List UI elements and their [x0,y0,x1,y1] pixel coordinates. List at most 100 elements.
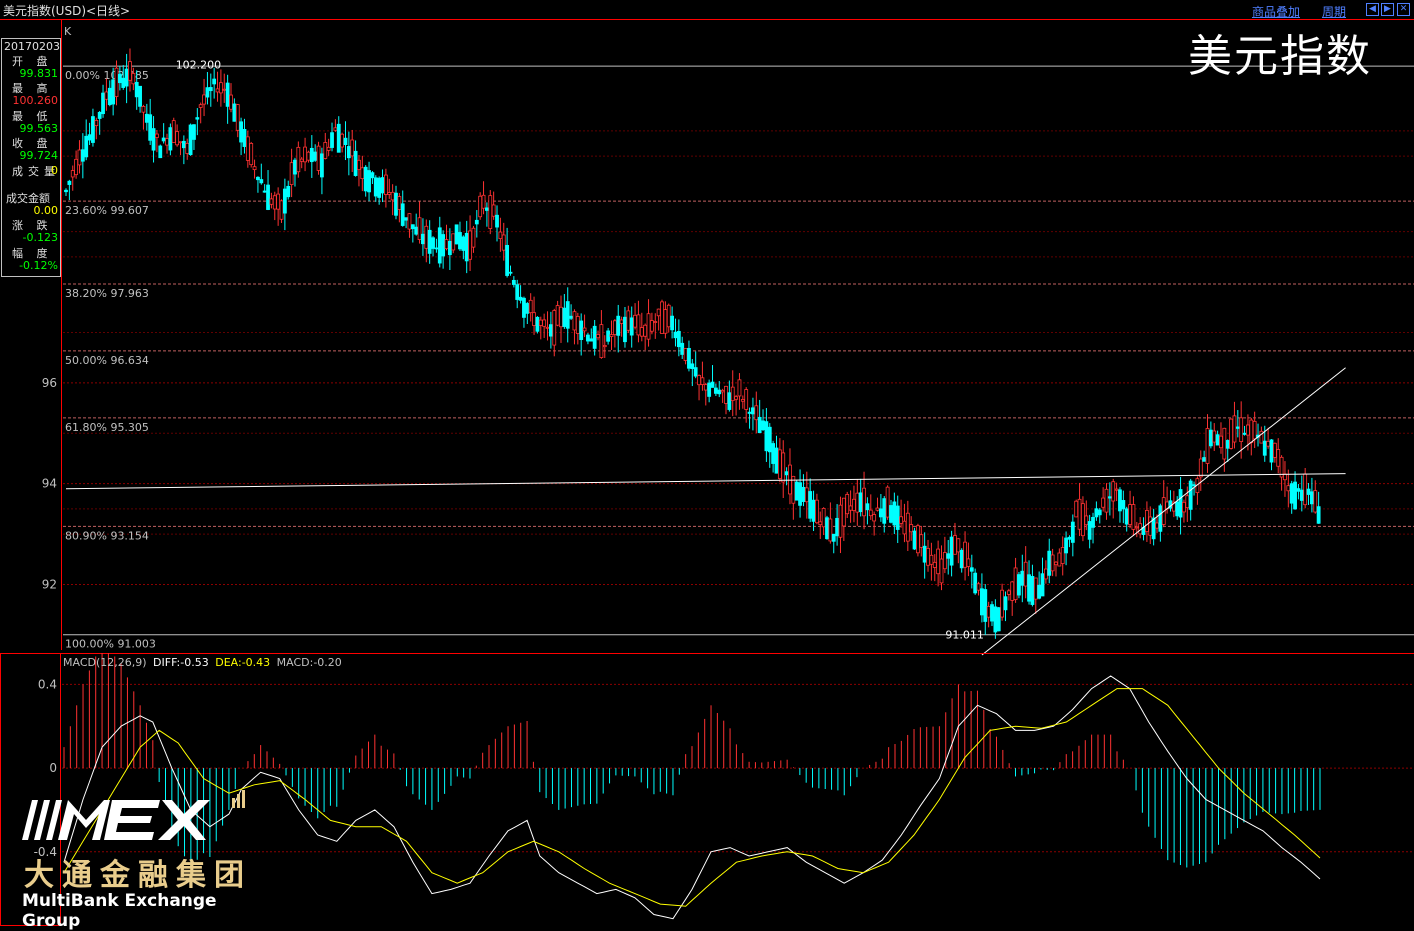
candle-body [555,305,560,326]
candle-body [1219,435,1223,449]
candle-body [1017,574,1021,596]
candle-body [1087,521,1092,540]
candle-body [639,327,644,337]
candle [636,300,641,343]
candle-body [825,517,829,540]
candle-body [670,315,675,331]
candle-body [872,514,877,522]
candle-body [478,195,483,218]
candle-body [471,227,476,248]
candle-body [626,310,631,331]
candle-body [643,324,648,337]
candle-body [1114,488,1119,491]
candle-body [320,153,324,178]
candle [508,265,513,276]
candle-body [852,498,856,511]
candle-body [397,196,402,210]
candle [515,279,520,309]
candle [212,67,217,99]
overlay-link[interactable]: 商品叠加 [1252,5,1301,19]
period-link[interactable]: 周期 [1322,5,1347,19]
candle-body [158,145,163,159]
candle-body [727,392,732,410]
candle-body [703,384,708,391]
candle [767,423,772,468]
candle-body [771,443,776,464]
candle-body [171,120,176,143]
candle-body [926,548,930,566]
candle-body [387,192,392,195]
candle [282,178,287,231]
candle-body [340,133,345,148]
candle-body [946,553,951,559]
candle-body [1091,516,1095,528]
candle [1198,450,1203,491]
candle [845,491,850,518]
chart-watermark: 美元指数 [1188,31,1372,82]
candle-body [875,507,880,511]
candle-body [572,311,577,331]
macd-chart[interactable]: -0.4 0 0.4 [0,653,1414,926]
info-label: 最 低 [12,109,53,123]
candle [969,554,974,589]
candle [511,276,516,288]
candle-body [710,381,715,388]
candle-body [256,176,260,181]
fib-level-label: 80.90% 93.154 [65,529,149,542]
candle-body [77,149,82,166]
candle-body [687,348,691,369]
scroll-right-icon[interactable]: ▶ [1381,3,1394,16]
candle-body [818,521,823,526]
candle [171,117,176,143]
candle [205,72,210,105]
candle-body [522,297,526,318]
candle-body [1222,427,1227,460]
candle [687,340,691,372]
candle-body [299,158,304,162]
candle-body [111,79,116,105]
scroll-left-icon[interactable]: ◀ [1366,3,1379,16]
candle-body [538,319,543,326]
candle-body [117,73,122,84]
candle-body [175,131,180,146]
candle-body [892,501,897,526]
candle-body [1299,489,1304,501]
candle-body [545,326,550,329]
candle [488,190,493,235]
candle-body [542,319,547,327]
candle-body [178,141,183,144]
candle-body [804,487,809,503]
candle-body [1070,521,1075,543]
candle-body [650,320,654,332]
ohlc-info-panel: 20170203 开 盘 99.831 最 高 100.260 最 低 99.563 收 盘… [1,38,61,277]
candle [279,199,284,223]
close-icon[interactable]: ✕ [1397,3,1410,16]
candle-body [1309,491,1314,505]
macd-axis-tick: 0 [49,761,57,775]
candle-body [313,151,318,161]
candle [97,110,102,135]
candle-body [656,308,661,317]
candle-body [942,552,947,570]
info-label: 成交金额 [6,192,50,205]
candle-body [1134,526,1139,529]
candle-body [212,78,217,85]
candle [582,314,587,338]
candle-body [1225,440,1230,449]
candle-body [528,299,533,314]
candle-body [751,407,755,415]
candle-body [902,520,907,535]
candle [909,516,914,541]
info-label: 收 盘 [12,137,53,151]
price-axis-tick: 92 [42,577,57,591]
candle [286,180,291,200]
candle-body [343,137,348,146]
candle [976,581,981,596]
candle-body [394,192,398,216]
k-label: K [64,25,72,38]
candle-body [70,170,75,178]
candle-body [249,143,254,166]
candle-body [966,558,971,567]
candle-body [501,234,506,251]
